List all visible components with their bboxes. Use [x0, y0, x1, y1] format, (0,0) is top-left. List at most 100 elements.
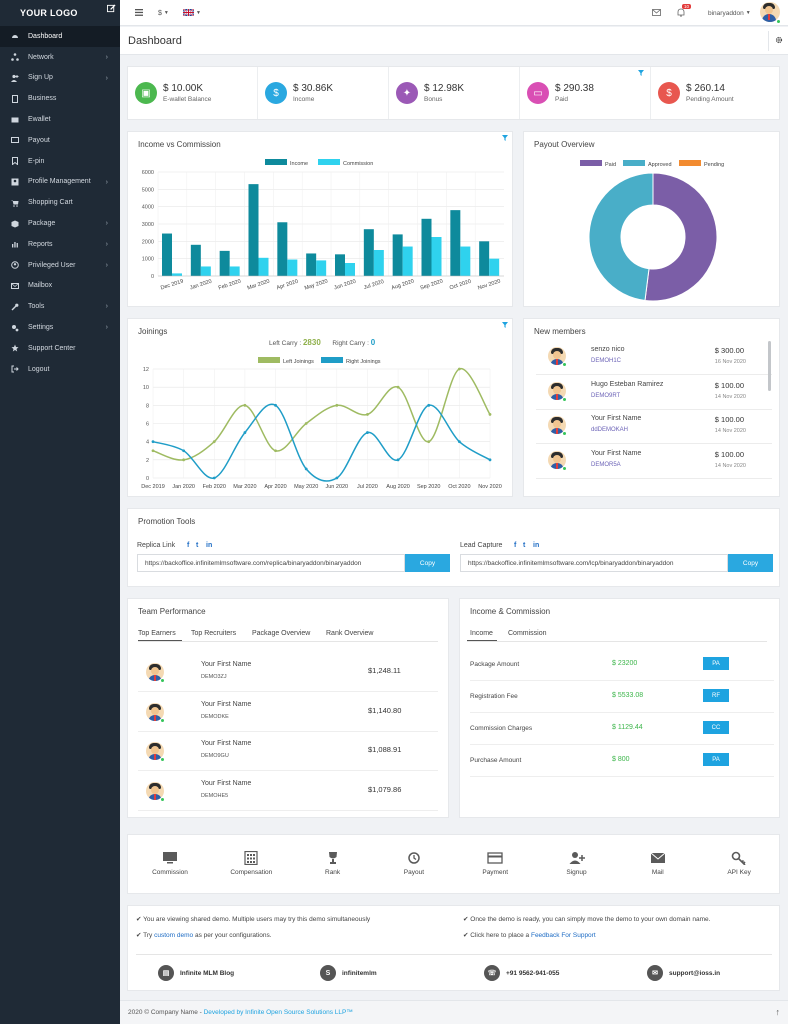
bar-income[interactable]: [363, 229, 374, 276]
logo[interactable]: YOUR LOGO: [0, 0, 120, 26]
bar-commission[interactable]: [172, 273, 182, 276]
table-row[interactable]: Your First Name DEMO3ZJ $1,248.11: [138, 653, 438, 692]
data-point[interactable]: [182, 458, 186, 462]
copy-lead-button[interactable]: Copy: [728, 554, 773, 572]
bar-commission[interactable]: [316, 260, 327, 276]
sidebar-item-dashboard[interactable]: Dashboard: [0, 26, 120, 47]
feedback-link[interactable]: Feedback For Support: [530, 932, 596, 939]
currency-dropdown[interactable]: $ ▼: [158, 0, 169, 26]
data-point[interactable]: [366, 413, 369, 416]
lead-capture-field[interactable]: https://backoffice.infinitemlmsoftware.c…: [460, 554, 728, 572]
bar-commission[interactable]: [287, 259, 298, 276]
settings-button[interactable]: [768, 31, 788, 51]
income-badge[interactable]: CC: [703, 721, 729, 734]
sidebar-item-reports[interactable]: Reports ›: [0, 234, 120, 255]
tab-package-overview[interactable]: Package Overview: [252, 630, 311, 637]
pie-slice-approved[interactable]: [588, 172, 654, 302]
table-row[interactable]: Your First Name DEMOHE5 $1,079.86: [138, 772, 438, 811]
quick-link-compensation[interactable]: Compensation: [211, 835, 291, 895]
contact-link[interactable]: ✉ support@ioss.in: [647, 958, 720, 988]
bar-income[interactable]: [162, 233, 172, 276]
twitter-icon[interactable]: t: [523, 542, 526, 549]
menu-toggle[interactable]: [135, 0, 143, 26]
list-item[interactable]: senzo nico DEMOH1C $ 300.00 16 Nov 2020: [536, 341, 772, 375]
bar-commission[interactable]: [229, 266, 240, 276]
filter-icon[interactable]: [502, 321, 508, 328]
data-point[interactable]: [396, 458, 400, 462]
facebook-icon[interactable]: f: [514, 542, 517, 549]
developer-link[interactable]: Developed by Infinite Open Source Soluti…: [203, 1009, 353, 1016]
data-point[interactable]: [488, 458, 492, 462]
data-point[interactable]: [457, 367, 461, 371]
filter-icon[interactable]: [638, 69, 644, 76]
bar-commission[interactable]: [258, 257, 269, 276]
income-badge[interactable]: RF: [703, 689, 729, 702]
mail-button[interactable]: [652, 0, 661, 26]
sidebar-item-privileged-user[interactable]: Privileged User ›: [0, 255, 120, 276]
notification-button[interactable]: 10: [677, 0, 692, 26]
quick-link-commission[interactable]: Commission: [130, 835, 210, 895]
data-point[interactable]: [274, 403, 277, 407]
scroll-top-icon[interactable]: ↑: [775, 1007, 781, 1017]
bar-income[interactable]: [335, 254, 345, 276]
data-point[interactable]: [151, 449, 155, 453]
bar-income[interactable]: [306, 253, 317, 276]
table-row[interactable]: Your First Name DEMO9GU $1,088.91: [138, 732, 438, 771]
data-point[interactable]: [304, 467, 308, 471]
pie-slice-paid[interactable]: [644, 172, 718, 302]
bar-commission[interactable]: [489, 258, 500, 276]
sidebar-item-shopping-cart[interactable]: Shopping Cart: [0, 192, 120, 213]
contact-link[interactable]: S infinitemlm: [320, 958, 377, 988]
data-point[interactable]: [396, 385, 400, 389]
bar-income[interactable]: [479, 241, 490, 276]
sidebar-item-profile-management[interactable]: Profile Management ›: [0, 172, 120, 193]
contact-link[interactable]: ▤ Infinite MLM Blog: [158, 958, 234, 988]
language-dropdown[interactable]: ▼: [182, 0, 201, 26]
sidebar-item-logout[interactable]: Logout: [0, 359, 120, 380]
quick-link-rank[interactable]: Rank: [293, 835, 373, 895]
bar-commission[interactable]: [373, 250, 384, 276]
bar-income[interactable]: [248, 184, 259, 276]
data-point[interactable]: [427, 403, 431, 407]
sidebar-item-tools[interactable]: Tools ›: [0, 296, 120, 317]
data-point[interactable]: [212, 440, 216, 444]
replica-link-field[interactable]: https://backoffice.infinitemlmsoftware.c…: [137, 554, 405, 572]
list-item[interactable]: Hugo Esteban Ramirez DEMO9RT $ 100.00 14…: [536, 376, 772, 410]
bar-commission[interactable]: [402, 246, 413, 276]
linkedin-icon[interactable]: in: [533, 542, 540, 549]
sidebar-item-package[interactable]: Package ›: [0, 213, 120, 234]
sidebar-item-mailbox[interactable]: Mailbox: [0, 276, 120, 297]
bar-income[interactable]: [277, 222, 288, 276]
data-point[interactable]: [304, 422, 308, 425]
data-point[interactable]: [243, 431, 247, 434]
bar-income[interactable]: [392, 234, 403, 276]
list-item[interactable]: Your First Name DEMOR5A $ 100.00 14 Nov …: [536, 445, 772, 479]
bar-income[interactable]: [219, 250, 230, 276]
quick-link-mail[interactable]: Mail: [618, 835, 698, 895]
tab-top-recruiters[interactable]: Top Recruiters: [191, 630, 237, 637]
tab-rank-overview[interactable]: Rank Overview: [326, 630, 374, 637]
list-item[interactable]: Your First Name ddDEMOKAH $ 100.00 14 No…: [536, 410, 772, 444]
user-menu[interactable]: binaryaddon ▼: [708, 0, 751, 26]
line-left-joinings[interactable]: [152, 368, 491, 461]
data-point[interactable]: [457, 440, 461, 444]
copy-replica-button[interactable]: Copy: [405, 554, 450, 572]
edit-icon[interactable]: [107, 4, 116, 13]
facebook-icon[interactable]: f: [187, 542, 190, 549]
sidebar-item-sign-up[interactable]: Sign Up ›: [0, 68, 120, 89]
sidebar-item-e-pin[interactable]: E-pin: [0, 151, 120, 172]
quick-link-api-key[interactable]: API Key: [699, 835, 779, 895]
filter-icon[interactable]: [502, 134, 508, 141]
scrollbar[interactable]: [768, 341, 771, 391]
quick-link-signup[interactable]: Signup: [537, 835, 617, 895]
data-point[interactable]: [366, 431, 369, 434]
income-badge[interactable]: PA: [703, 657, 729, 670]
data-point[interactable]: [243, 403, 247, 407]
data-point[interactable]: [182, 449, 186, 453]
quick-link-payout[interactable]: Payout: [374, 835, 454, 895]
bar-income[interactable]: [421, 218, 432, 276]
sidebar-item-business[interactable]: Business: [0, 88, 120, 109]
data-point[interactable]: [151, 440, 155, 444]
sidebar-item-settings[interactable]: Settings ›: [0, 317, 120, 338]
line-right-joinings[interactable]: [152, 403, 491, 482]
